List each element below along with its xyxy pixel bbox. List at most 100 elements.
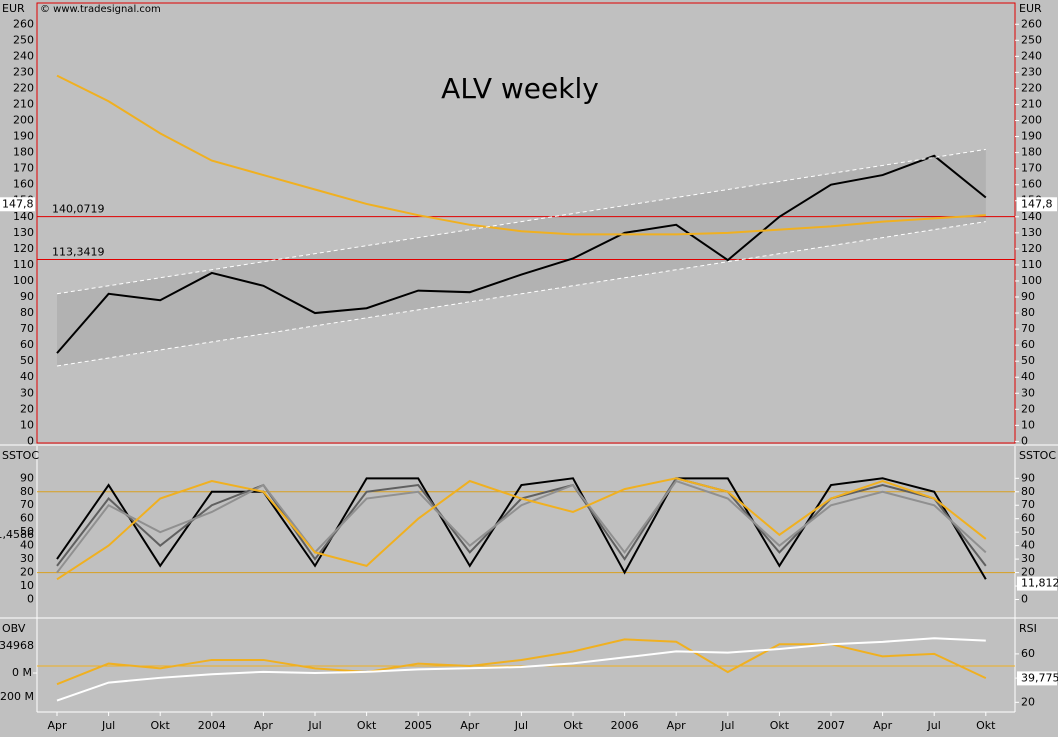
y-tick-label: 160 [1021,178,1042,191]
y-tick-label: 10 [1021,418,1035,431]
reference-label: 113,3419 [52,246,105,259]
y-tick-label: 170 [13,162,34,175]
y-tick-label: 210 [13,97,34,110]
y-tick-label: 250 [13,33,34,46]
y-tick-label: 40 [1021,539,1035,552]
series-line [56,479,987,574]
y-tick-label: 110 [13,258,34,271]
x-tick-label: Jul [927,719,941,732]
series-line [56,638,987,686]
y-tick-label: 0 [1021,592,1028,605]
y-tick-label: 180 [1021,146,1042,159]
y-axis-label: SSTOC [2,449,39,462]
y-tick-label: 230 [13,65,34,78]
y-tick-label: 90 [1021,290,1035,303]
last-value-label: 147,8 [1021,197,1053,210]
y-tick-label: 50 [1021,354,1035,367]
y-tick-label: 0 [27,434,34,447]
x-tick-label: Jul [307,719,321,732]
x-tick-label: 2005 [404,719,432,732]
y-tick-label: 120 [1021,242,1042,255]
y-tick-label: 220 [13,81,34,94]
y-tick-label: 80 [1021,485,1035,498]
y-tick-label: 60 [1021,512,1035,525]
y-tick-label: 80 [1021,306,1035,319]
y-tick-label: 130 [13,226,34,239]
y-tick-label: 220 [1021,81,1042,94]
y-tick-label: 30 [1021,386,1035,399]
y-tick-label: 170 [1021,162,1042,175]
x-tick-label: Jul [514,719,528,732]
y-tick-label: 40 [20,370,34,383]
y-tick-label: 200 [1021,114,1042,127]
reference-label: 140,0719 [52,203,105,216]
y-axis-label: RSI [1019,622,1037,635]
annotation: 200 M [0,690,34,703]
y-tick-label: 190 [13,130,34,143]
y-tick-label: 60 [20,338,34,351]
y-tick-label: 90 [20,290,34,303]
y-axis-label: EUR [2,2,25,15]
last-value-box [1017,576,1057,591]
x-tick-label: Apr [667,719,687,732]
y-tick-label: 60 [1021,647,1035,660]
y-tick-label: 240 [1021,49,1042,62]
y-tick-label: 80 [20,485,34,498]
y-tick-label: 20 [1021,402,1035,415]
channel-band [57,149,986,366]
y-tick-label: 100 [13,274,34,287]
y-tick-label: 140 [1021,210,1042,223]
y2-axis-label: OBV [2,622,26,635]
y-axis-label: SSTOC [1019,449,1056,462]
last-value-label: 39,775 [1021,671,1058,684]
y-tick-label: 110 [1021,258,1042,271]
y-tick-label: 30 [20,552,34,565]
annotation: 34968 [0,639,34,652]
series-line [56,221,986,367]
x-tick-label: Apr [47,719,67,732]
x-tick-label: Okt [151,719,171,732]
y-tick-label: 70 [1021,322,1035,335]
series-line [56,477,987,581]
y-tick-label: 20 [20,566,34,579]
y-tick-label: 0 [1021,434,1028,447]
y-tick-label: 250 [1021,33,1042,46]
y-tick-label: 10 [20,418,34,431]
y-tick-label: 30 [1021,552,1035,565]
y-tick-label: 130 [1021,226,1042,239]
last-value-label: 147,8 [2,197,34,210]
y-tick-label: 140 [13,210,34,223]
y-tick-label: 240 [13,49,34,62]
chart-title: ALV weekly [441,72,599,105]
x-tick-label: Okt [357,719,377,732]
x-tick-label: 2007 [817,719,845,732]
y-tick-label: 260 [1021,17,1042,30]
series-line [56,477,987,580]
y-tick-label: 50 [20,354,34,367]
annotation: 1,4586 [0,528,34,541]
x-tick-label: 2006 [611,719,639,732]
y-tick-label: 10 [20,579,34,592]
y-tick-label: 20 [1021,695,1035,708]
x-tick-label: 2004 [198,719,226,732]
series-line [56,637,986,702]
x-tick-label: Okt [563,719,583,732]
y-tick-label: 20 [20,402,34,415]
series-line [56,148,986,295]
y-tick-label: 60 [1021,338,1035,351]
series-line [56,154,987,354]
y-tick-label: 70 [1021,498,1035,511]
y-tick-label: 0 [27,592,34,605]
y-tick-label: 40 [1021,370,1035,383]
x-tick-label: Apr [254,719,274,732]
series-line [56,74,986,236]
y-tick-label: 160 [13,178,34,191]
y-tick-label: 30 [20,386,34,399]
y-tick-label: 180 [13,146,34,159]
y-tick-label: 50 [20,525,34,538]
y-tick-label: 80 [20,306,34,319]
last-value-box [1017,197,1057,212]
y-tick-label: 50 [1021,525,1035,538]
y-axis-label: EUR [1019,2,1042,15]
